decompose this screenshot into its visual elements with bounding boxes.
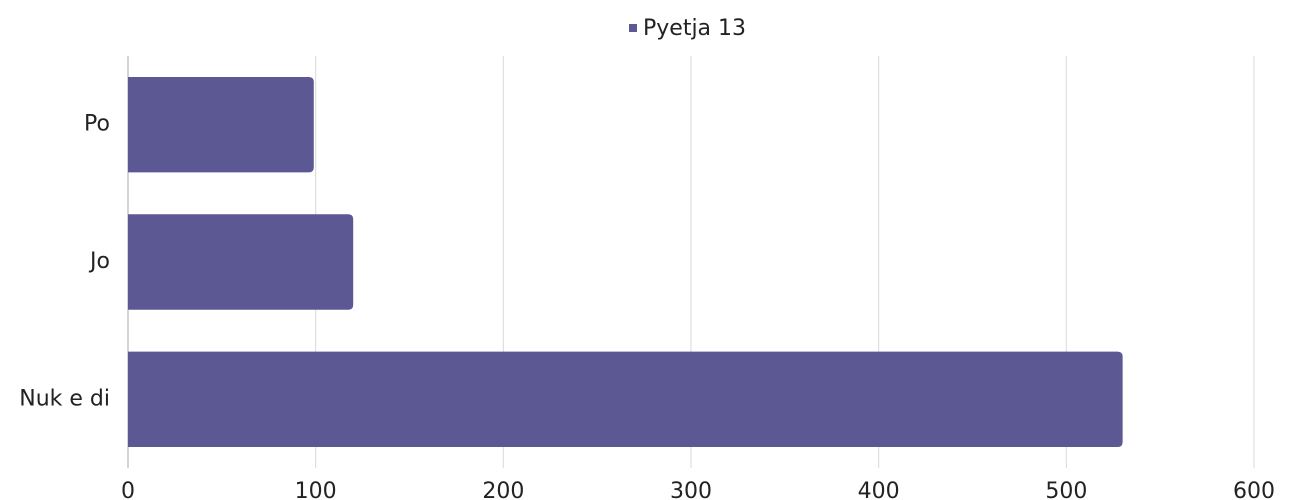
y-tick-label: Nuk e di <box>19 386 110 411</box>
x-tick-label: 200 <box>482 479 524 500</box>
bar <box>128 351 1123 448</box>
x-tick-label: 600 <box>1233 479 1275 500</box>
x-tick-label: 100 <box>295 479 337 500</box>
x-tick-label: 400 <box>858 479 900 500</box>
x-tick-label: 300 <box>670 479 712 500</box>
legend-label: Pyetja 13 <box>643 16 746 41</box>
legend-marker <box>629 24 637 32</box>
x-tick-label: 500 <box>1045 479 1087 500</box>
bar <box>128 76 314 173</box>
bar <box>128 214 354 310</box>
y-tick-label: Po <box>84 112 110 137</box>
x-tick-label: 0 <box>121 479 135 500</box>
y-tick-label: Jo <box>88 249 110 274</box>
